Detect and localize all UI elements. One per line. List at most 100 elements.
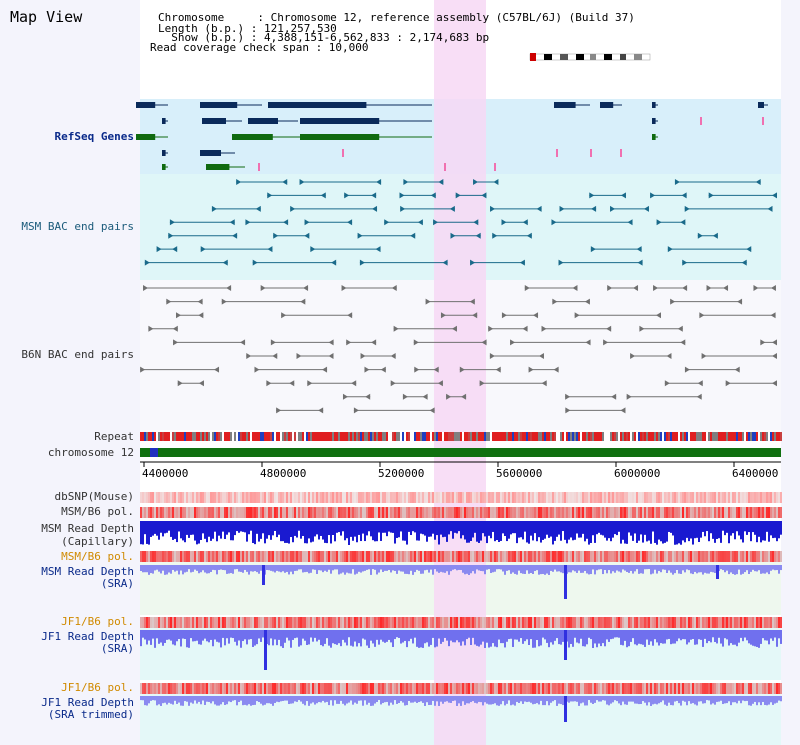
polymorphism-cell xyxy=(330,617,332,628)
polymorphism-cell xyxy=(156,507,158,518)
polymorphism-cell xyxy=(486,492,488,503)
polymorphism-cell xyxy=(328,507,330,518)
polymorphism-cell xyxy=(476,551,478,562)
read-depth-bar xyxy=(490,696,492,705)
read-depth-bar xyxy=(362,521,364,534)
polymorphism-cell xyxy=(496,683,498,694)
b6n-bac-pair-end xyxy=(501,312,507,319)
b6n-bac-pair-end xyxy=(272,353,278,359)
gene-exon xyxy=(652,118,656,124)
polymorphism-cell xyxy=(440,683,442,694)
polymorphism-cell xyxy=(456,683,458,694)
axis-tick-label: 5200000 xyxy=(378,467,425,480)
polymorphism-cell xyxy=(286,507,288,518)
read-depth-bar xyxy=(770,521,772,536)
polymorphism-cell xyxy=(318,492,320,503)
b6n-bac-pair-end xyxy=(772,339,777,346)
polymorphism-cell xyxy=(500,683,502,694)
read-depth-bar xyxy=(576,696,578,702)
polymorphism-cell xyxy=(766,617,768,628)
polymorphism-cell xyxy=(288,492,290,503)
read-depth-bar xyxy=(770,630,772,639)
read-depth-bar xyxy=(294,565,296,571)
repeat-block xyxy=(664,432,666,441)
read-depth-bar xyxy=(638,630,640,644)
read-depth-bar xyxy=(426,630,428,643)
polymorphism-cell xyxy=(458,617,460,628)
polymorphism-cell xyxy=(660,551,662,562)
polymorphism-cell xyxy=(678,683,680,694)
read-depth-bar xyxy=(678,630,680,639)
polymorphism-cell xyxy=(756,683,758,694)
read-depth-bar xyxy=(380,630,382,640)
polymorphism-cell xyxy=(450,507,452,518)
polymorphism-cell xyxy=(484,507,486,518)
read-depth-bar xyxy=(552,521,554,545)
polymorphism-cell xyxy=(596,683,598,694)
chromosome-ideogram[interactable] xyxy=(528,52,652,62)
read-depth-bar xyxy=(274,696,276,704)
read-depth-bar xyxy=(752,696,754,704)
repeat-block xyxy=(464,432,466,441)
polymorphism-cell xyxy=(296,492,298,503)
b6n-bac-pair-end xyxy=(666,353,672,359)
refseq-genes-label[interactable]: RefSeq Genes xyxy=(54,130,134,143)
polymorphism-cell xyxy=(694,492,696,503)
read-depth-bar xyxy=(688,565,690,571)
read-depth-bar xyxy=(664,565,666,570)
polymorphism-cell xyxy=(752,551,754,562)
repeat-block xyxy=(568,432,570,441)
read-depth-bar xyxy=(752,521,754,533)
polymorphism-cell xyxy=(424,507,426,518)
polymorphism-cell xyxy=(152,507,154,518)
polymorphism-cell xyxy=(676,492,678,503)
polymorphism-cell xyxy=(480,492,482,503)
b6n-bac-pair-end xyxy=(341,285,347,291)
msm-bac-pair-end xyxy=(475,232,481,239)
repeat-block xyxy=(652,432,654,441)
polymorphism-cell xyxy=(370,617,372,628)
read-depth-bar xyxy=(396,696,398,704)
read-depth-bar xyxy=(652,565,654,574)
polymorphism-cell xyxy=(144,492,146,503)
msm-bac-label[interactable]: MSM BAC end pairs xyxy=(21,220,134,233)
msm-bac-pair-end xyxy=(169,219,175,226)
polymorphism-cell xyxy=(414,551,416,562)
polymorphism-cell xyxy=(396,551,398,562)
repeat-block xyxy=(228,432,230,441)
polymorphism-cell xyxy=(364,551,366,562)
polymorphism-cell xyxy=(552,683,554,694)
gene-exon xyxy=(200,150,221,156)
repeat-block xyxy=(726,432,728,441)
repeat-block xyxy=(626,432,628,441)
read-depth-bar xyxy=(600,630,602,647)
polymorphism-cell xyxy=(426,492,428,503)
read-depth-bar xyxy=(254,565,256,572)
polymorphism-cell xyxy=(314,617,316,628)
repeat-block xyxy=(676,432,678,441)
read-depth-bar xyxy=(476,696,478,704)
polymorphism-cell xyxy=(248,683,250,694)
polymorphism-cell xyxy=(422,683,424,694)
polymorphism-cell xyxy=(188,507,190,518)
b6n-bac-pair-end xyxy=(664,380,670,387)
read-depth-bar xyxy=(382,630,384,642)
read-depth-bar xyxy=(412,521,414,532)
read-depth-bar xyxy=(712,696,714,704)
b6n-bac-label[interactable]: B6N BAC end pairs xyxy=(21,348,134,361)
msm-bac-pair-end xyxy=(455,192,461,199)
polymorphism-cell xyxy=(764,507,766,518)
polymorphism-cell xyxy=(764,683,766,694)
polymorphism-cell xyxy=(474,683,476,694)
polymorphism-cell xyxy=(552,507,554,518)
read-depth-bar xyxy=(548,696,550,706)
read-depth-bar xyxy=(490,630,492,647)
polymorphism-cell xyxy=(238,492,240,503)
repeat-block xyxy=(516,432,518,441)
polymorphism-cell xyxy=(778,551,780,562)
read-depth-bar xyxy=(460,630,462,646)
read-depth-bar xyxy=(556,565,558,572)
polymorphism-cell xyxy=(380,507,382,518)
polymorphism-cell xyxy=(304,492,306,503)
